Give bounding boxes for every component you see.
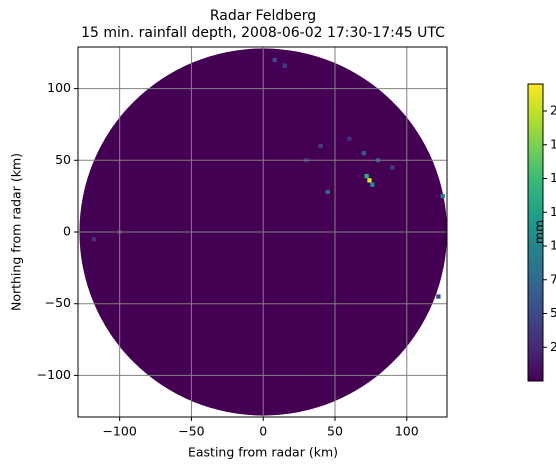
x-axis-label: Easting from radar (km) (188, 445, 338, 460)
y-tick-label: 50 (55, 152, 71, 167)
colorbar-tick-label: 15.0 (550, 170, 556, 185)
plot-frame (77, 46, 448, 418)
rain-cell (367, 178, 372, 183)
x-tick-label: 100 (395, 424, 419, 439)
y-tick-label: −100 (37, 367, 71, 382)
y-tick-label: 100 (47, 80, 71, 95)
x-tick-label: 50 (327, 424, 343, 439)
rain-cell (318, 143, 323, 149)
rain-cell (440, 193, 445, 199)
rain-cell (364, 173, 369, 179)
x-tick-label: −50 (178, 424, 204, 439)
y-tick-label: −50 (45, 295, 71, 310)
rain-cell (436, 294, 441, 299)
rain-cell (347, 136, 352, 141)
chart-subtitle: 15 min. rainfall depth, 2008-06-02 17:30… (81, 25, 445, 41)
rain-cell (272, 57, 277, 63)
colorbar-tick-label: 20.0 (550, 103, 556, 118)
colorbar-tick-label: 12.5 (550, 204, 556, 219)
rain-cell (361, 150, 366, 156)
rain-cell (370, 182, 375, 187)
rain-cell (390, 165, 395, 170)
x-tick-label: 0 (259, 424, 267, 439)
colorbar (527, 83, 544, 382)
rain-cell (91, 237, 96, 242)
colorbar-tick-label: 17.5 (550, 136, 556, 151)
colorbar-tick-label: 10.0 (550, 238, 556, 253)
rain-cell (282, 63, 287, 68)
rain-cell (325, 189, 330, 194)
y-tick-label: 0 (63, 224, 71, 239)
colorbar-tick-label: 2.5 (550, 339, 556, 354)
y-axis-label: Northing from radar (km) (9, 153, 24, 311)
colorbar-tick-label: 5.0 (550, 305, 556, 320)
x-tick-label: −100 (102, 424, 136, 439)
colorbar-label: mm (532, 220, 547, 244)
chart-title: Radar Feldberg (210, 8, 316, 24)
colorbar-tick-label: 7.5 (550, 271, 556, 286)
